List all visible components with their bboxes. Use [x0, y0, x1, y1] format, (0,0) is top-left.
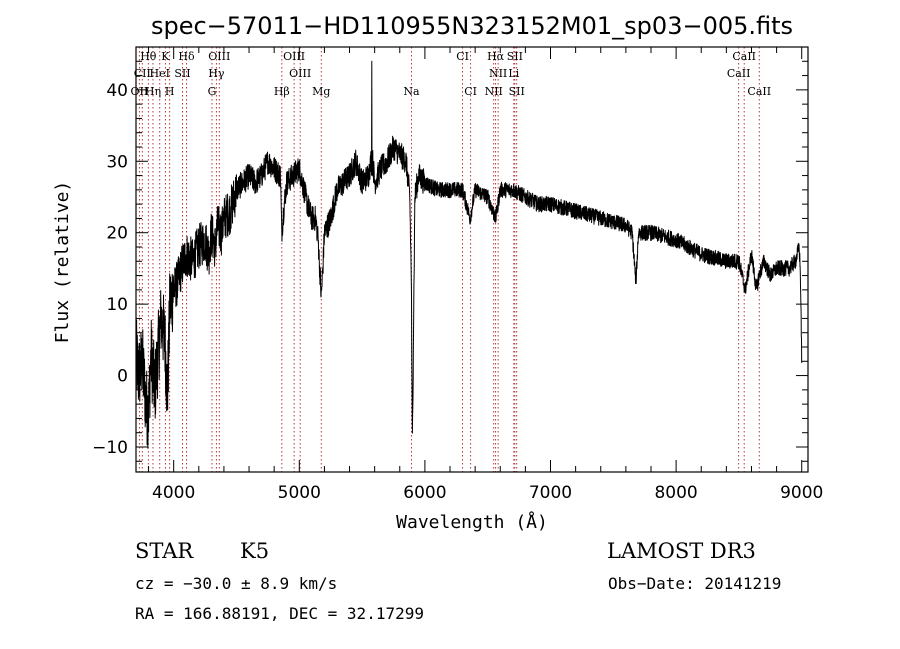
spectral-line-label: NII — [489, 67, 507, 80]
y-axis-label: Flux (relative) — [52, 181, 73, 344]
spectral-line-label: Hδ — [178, 50, 195, 63]
spectral-line-label: Hα — [487, 50, 505, 63]
spectral-line-label: H — [165, 85, 175, 98]
spectral-line-label: Hγ — [208, 67, 225, 80]
spectral-line-label: CaII — [732, 50, 756, 63]
observation-date: Obs−Date: 20141219 — [608, 574, 782, 593]
object-class: STAR — [135, 539, 194, 563]
y-tick-label: 10 — [106, 295, 128, 315]
spectrum-line — [135, 60, 803, 449]
y-tick-label: 20 — [106, 224, 128, 244]
x-tick-label: 6000 — [403, 483, 446, 503]
spectral-line-label: OII — [131, 85, 149, 98]
spectral-line-label: Li — [508, 67, 519, 80]
axis-ticks: 4000 5000 6000 7000 8000 9000 −10 0 10 20 30 40 — [92, 47, 823, 503]
spectral-line-label: CaII — [747, 85, 771, 98]
plot-frame — [135, 46, 809, 473]
spectral-line-label: SII — [507, 50, 523, 63]
x-axis-label: Wavelength (Å) — [396, 511, 548, 533]
y-tick-label: −10 — [92, 438, 128, 458]
spectral-line-label: SII — [509, 85, 525, 98]
spectral-line-label: NII — [485, 85, 503, 98]
y-tick-label: 40 — [106, 81, 128, 101]
y-tick-label: 30 — [106, 152, 128, 172]
spectral-line-label: G — [208, 85, 217, 98]
coordinates: RA = 166.88191, DEC = 32.17299 — [135, 604, 424, 623]
x-tick-label: 9000 — [780, 483, 823, 503]
spectral-line-label: CII — [134, 67, 151, 80]
spectral-line-label: Hθ — [140, 50, 157, 63]
spectral-line-label: CI — [464, 85, 477, 98]
spectral-line-label: Mg — [312, 85, 330, 98]
spectral-line-label: Hβ — [274, 85, 290, 98]
spectral-line-label: HeI — [150, 67, 170, 80]
spectral-line-markers — [138, 47, 760, 472]
chart-title: spec−57011−HD110955N323152M01_sp03−005.f… — [151, 12, 793, 40]
spectral-line-label: OIII — [208, 50, 230, 63]
spectral-line-label: SII — [174, 67, 190, 80]
spectral-line-label: OIII — [289, 67, 311, 80]
spectral-line-label: K — [161, 50, 170, 63]
spectral-line-label: OIII — [283, 50, 305, 63]
x-tick-label: 4000 — [152, 483, 195, 503]
x-tick-label: 7000 — [529, 483, 572, 503]
redshift-value: cz = −30.0 ± 8.9 km/s — [135, 574, 338, 593]
spectral-line-label: CI — [456, 50, 469, 63]
spectral-line-label: Na — [403, 85, 420, 98]
spectral-line-label: Hη — [145, 85, 161, 98]
object-subclass: K5 — [240, 539, 270, 563]
spectral-line-label: CaII — [727, 67, 751, 80]
survey-name: LAMOST DR3 — [607, 539, 756, 563]
y-tick-label: 0 — [117, 367, 128, 387]
x-tick-label: 8000 — [654, 483, 697, 503]
x-tick-label: 5000 — [278, 483, 321, 503]
